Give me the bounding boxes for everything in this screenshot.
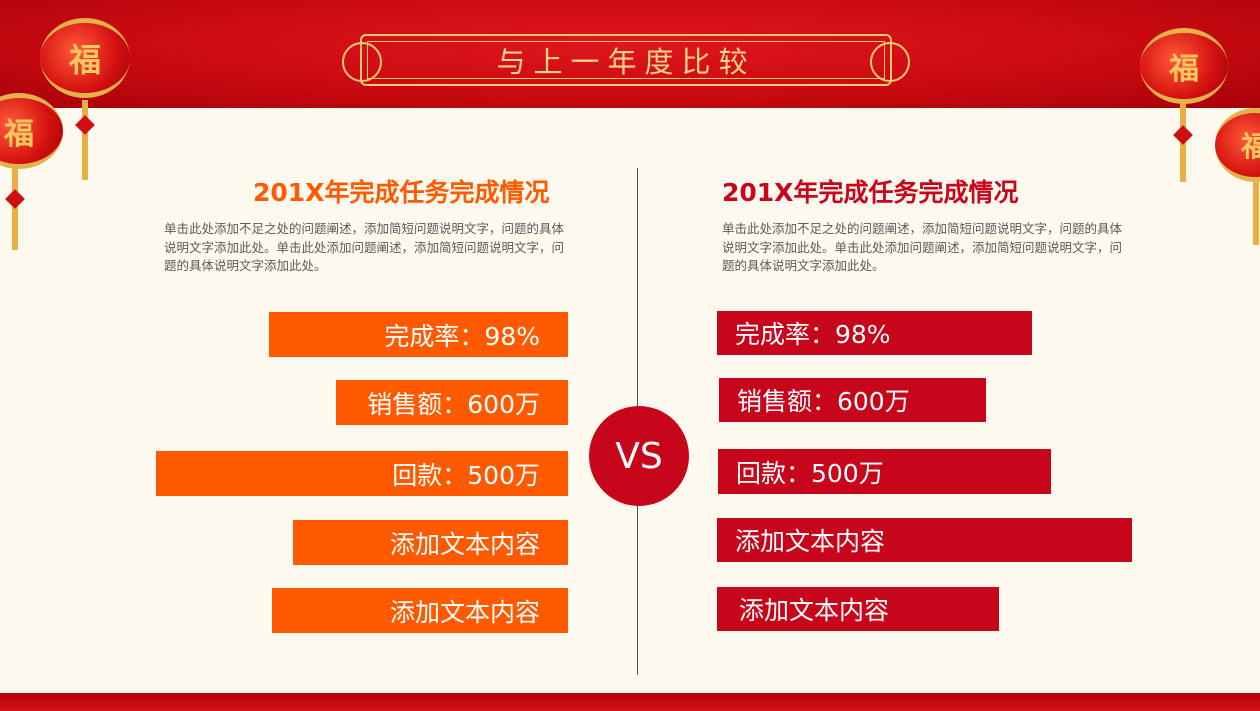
left-description: 单击此处添加不足之处的问题阐述，添加简短问题说明文字，问题的具体说明文字添加此处… <box>164 221 565 273</box>
right-bar-text: 添加文本内容 <box>717 587 999 631</box>
right-description: 单击此处添加不足之处的问题阐述，添加简短问题说明文字，问题的具体说明文字添加此处… <box>722 221 1123 273</box>
chinese-knot-icon <box>75 115 95 135</box>
left-bar-payment: 回款：500万 <box>156 451 568 496</box>
vs-badge: VS <box>589 406 689 506</box>
title-frame: 与上一年度比较 <box>342 34 910 86</box>
header-banner <box>0 0 1260 108</box>
left-bar-completion: 完成率：98% <box>269 312 568 357</box>
right-bar-text: 添加文本内容 <box>717 518 1132 562</box>
right-bar-completion: 完成率：98% <box>717 311 1032 355</box>
lantern-icon: 福 <box>1140 28 1228 104</box>
chinese-knot-icon <box>5 189 25 209</box>
slide-title: 与上一年度比较 <box>496 45 756 79</box>
lantern-icon: 福 <box>40 18 130 98</box>
footer-band <box>0 693 1260 711</box>
chinese-knot-icon <box>1173 125 1193 145</box>
right-bar-sales: 销售额：600万 <box>719 378 986 422</box>
left-bar-text: 添加文本内容 <box>293 520 568 565</box>
lantern-icon: 福 <box>1215 108 1260 182</box>
left-bar-sales: 销售额：600万 <box>336 380 568 425</box>
right-heading: 201X年完成任务完成情况 <box>722 178 1019 207</box>
left-heading: 201X年完成任务完成情况 <box>253 178 550 207</box>
left-bar-text: 添加文本内容 <box>272 588 568 633</box>
right-bar-payment: 回款：500万 <box>718 449 1051 494</box>
